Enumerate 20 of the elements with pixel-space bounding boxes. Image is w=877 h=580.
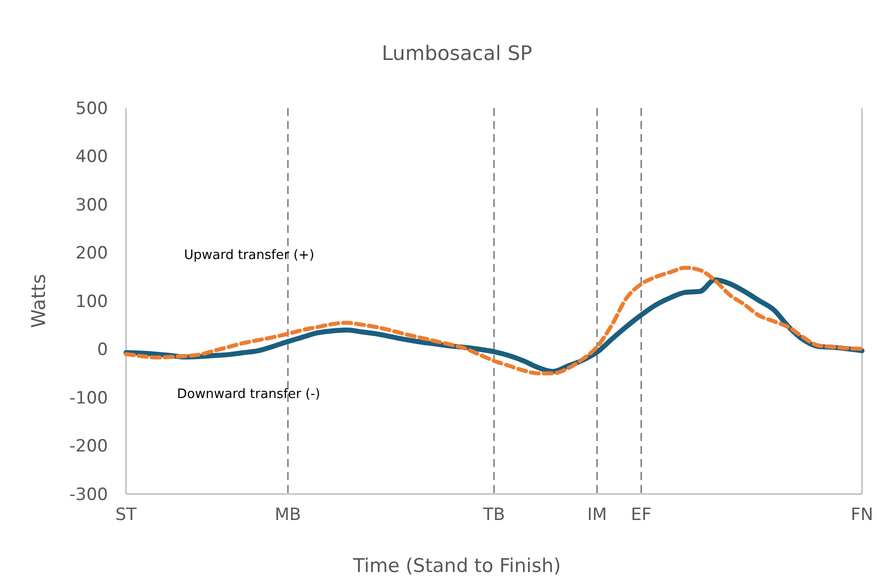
annotation: Upward transfer (+) xyxy=(184,248,314,263)
x-axis-title: Time (Stand to Finish) xyxy=(352,555,561,577)
y-tick-label: -300 xyxy=(69,484,108,505)
y-tick-label: 200 xyxy=(76,244,108,264)
y-tick-label: 100 xyxy=(76,292,108,312)
x-tick-label: FN xyxy=(850,505,874,525)
x-tick-label: TB xyxy=(482,505,506,525)
y-tick-label: -100 xyxy=(69,388,108,408)
y-tick-label: 500 xyxy=(76,98,108,119)
y-tick-label: 0 xyxy=(97,340,108,360)
x-tick-label: EF xyxy=(630,505,652,525)
x-tick-label: MB xyxy=(274,505,302,525)
y-tick-label: -200 xyxy=(69,436,108,457)
chart-title: Lumbosacal SP xyxy=(382,41,532,65)
y-tick-label: 400 xyxy=(76,147,108,168)
annotation: Downward transfer (-) xyxy=(177,387,320,402)
x-tick-label: ST xyxy=(115,505,138,525)
y-axis-title: Watts xyxy=(28,274,50,328)
x-tick-label: IM xyxy=(587,505,607,525)
y-tick-label: 300 xyxy=(76,195,108,216)
